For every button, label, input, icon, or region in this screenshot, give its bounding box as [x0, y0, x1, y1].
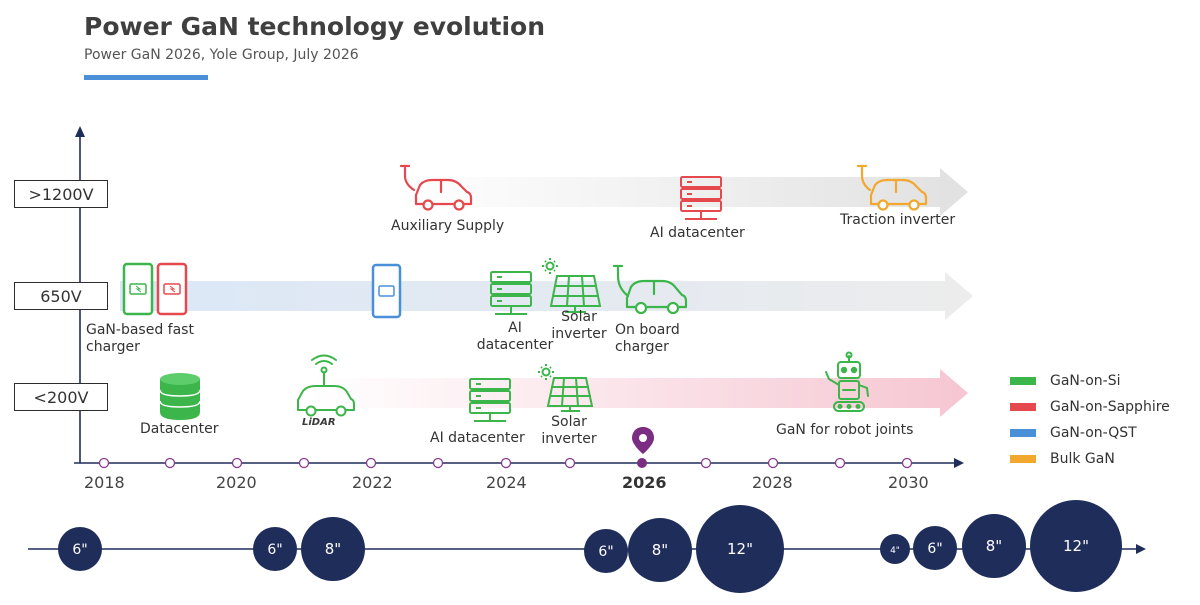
wafer-size-label: 12": [1063, 537, 1089, 555]
year-label: 2020: [216, 473, 257, 492]
page-subtitle: Power GaN 2026, Yole Group, July 2026: [84, 47, 359, 63]
timeline-tick: [365, 457, 377, 469]
wafer-circle: [584, 529, 628, 573]
voltage-label-200v: <200V: [14, 383, 108, 411]
voltage-label-650v: 650V: [14, 282, 108, 310]
legend-swatch: [1010, 377, 1036, 385]
server-rack-icon-ai-1200v: [680, 176, 722, 220]
wafer-size-label: 8": [325, 540, 341, 558]
label-ai-datacenter-1200v: AI datacenter: [650, 225, 745, 241]
year-label: 2024: [486, 473, 527, 492]
timeline-tick: [98, 457, 110, 469]
wafer-circle: [962, 514, 1026, 578]
wafer-circle: [58, 527, 102, 571]
legend-label: Bulk GaN: [1050, 451, 1115, 467]
timeline-arrowhead: [954, 458, 964, 468]
wafer-circle: [301, 517, 365, 581]
wafer-size-label: 6": [267, 542, 282, 558]
legend-label: GaN-on-Si: [1050, 373, 1121, 389]
legend-swatch: [1010, 403, 1036, 411]
solar-panel-icon-650v: [542, 258, 602, 313]
title-underline: [84, 75, 208, 80]
timeline-tick: [834, 457, 846, 469]
page-title: Power GaN technology evolution: [84, 12, 546, 41]
car-icon-auxiliary: [399, 164, 473, 211]
legend-item-gan-on-qst: GaN-on-QST: [1010, 423, 1137, 443]
label-auxiliary-supply: Auxiliary Supply: [391, 218, 505, 234]
legend-item-bulk-gan: Bulk GaN: [1010, 449, 1115, 469]
label-fast-charger: GaN-based fast charger: [86, 322, 194, 355]
wafer-circle: [696, 505, 784, 593]
year-label: 2018: [84, 473, 125, 492]
legend-label: GaN-on-QST: [1050, 425, 1137, 441]
label-traction-inverter: Traction inverter: [840, 212, 956, 228]
legend-item-gan-on-si: GaN-on-Si: [1010, 371, 1120, 391]
wafer-circle: [253, 527, 297, 571]
solar-panel-icon-200v: [538, 364, 594, 412]
label-lidar: LiDAR: [302, 417, 336, 428]
label-ai-datacenter-200v: AI datacenter: [430, 430, 525, 446]
wafer-axis-arrowhead: [1136, 544, 1146, 554]
label-datacenter: Datacenter: [140, 421, 219, 437]
year-label-current: 2026: [622, 473, 667, 492]
label-solar-inverter-650v: Solar inverter: [551, 309, 607, 342]
arrow-1200v: [400, 168, 968, 216]
car-icon-on-board-charger: [612, 264, 688, 315]
label-robot-joints: GaN for robot joints: [776, 422, 914, 438]
legend-item-gan-on-sapphire: GaN-on-Sapphire: [1010, 397, 1170, 417]
timeline-tick: [298, 457, 310, 469]
timeline-current-dot: [637, 458, 647, 468]
timeline-tick: [767, 457, 779, 469]
legend-label: GaN-on-Sapphire: [1050, 399, 1170, 415]
timeline-tick: [164, 457, 176, 469]
server-rack-icon-ai-200v: [469, 378, 511, 422]
location-pin-icon: [632, 427, 654, 454]
year-label: 2022: [352, 473, 393, 492]
wafer-size-label: 8": [986, 537, 1002, 555]
label-solar-inverter-200v: Solar inverter: [541, 414, 597, 447]
wafer-size-label: 6": [598, 544, 613, 560]
smartphone-icon-gan-si: [122, 262, 154, 316]
lidar-car-icon: [297, 354, 355, 417]
timeline-tick: [901, 457, 913, 469]
legend-swatch: [1010, 429, 1036, 437]
car-icon-traction: [856, 164, 928, 211]
wafer-size-label: 6": [927, 541, 942, 557]
timeline-tick: [564, 457, 576, 469]
database-icon: [159, 373, 201, 420]
label-ai-datacenter-650v: AI datacenter: [476, 320, 554, 353]
arrow-650v: [120, 272, 973, 320]
arrow-200v: [310, 369, 968, 417]
vertical-axis-arrowhead: [75, 126, 85, 137]
robot-icon: [825, 351, 869, 412]
timeline-tick: [700, 457, 712, 469]
smartphone-icon-gan-qst: [371, 263, 402, 319]
wafer-size-label: 8": [652, 541, 668, 559]
year-label: 2030: [888, 473, 929, 492]
timeline-tick: [500, 457, 512, 469]
wafer-size-label: 4": [890, 546, 900, 556]
server-rack-icon-ai-650v: [490, 271, 532, 315]
smartphone-icon-gan-sapphire: [156, 262, 188, 316]
timeline-tick: [231, 457, 243, 469]
wafer-size-label: 6": [72, 542, 87, 558]
voltage-label-1200v: >1200V: [14, 180, 108, 208]
wafer-circle: [1030, 500, 1122, 592]
legend-swatch: [1010, 455, 1036, 463]
timeline-ticks: [98, 457, 913, 469]
wafer-circle: [913, 526, 957, 570]
wafer-circle: [628, 518, 692, 582]
year-label: 2028: [752, 473, 793, 492]
wafer-size-label: 12": [727, 540, 753, 558]
label-on-board-charger: On board charger: [615, 322, 680, 355]
wafer-circle: [880, 534, 910, 564]
timeline-tick: [432, 457, 444, 469]
